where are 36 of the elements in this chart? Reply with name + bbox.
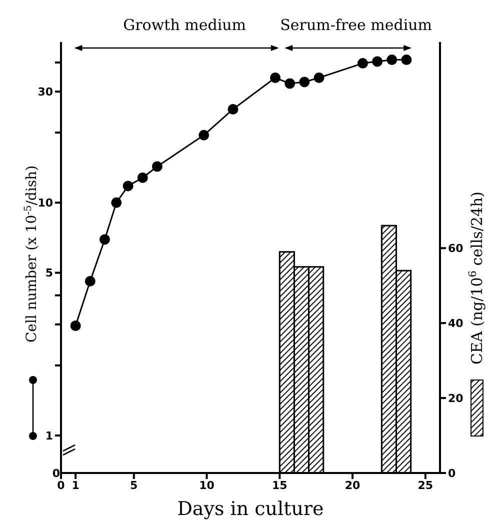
point xyxy=(152,161,162,172)
point xyxy=(70,320,81,332)
point xyxy=(284,78,296,89)
y-tick-label: 5 xyxy=(45,266,53,280)
point xyxy=(122,180,134,192)
point xyxy=(198,130,210,140)
point xyxy=(84,276,96,286)
point xyxy=(111,197,122,208)
y2-tick-label: 60 xyxy=(448,242,464,256)
y-tick-label: 1 xyxy=(45,429,53,442)
x-tick-label: 5 xyxy=(130,478,138,492)
text: Growth medium xyxy=(123,16,246,34)
y2-tick-label: 20 xyxy=(448,392,464,405)
y2-tick-label: 0 xyxy=(448,466,456,480)
text: Serum-free medium xyxy=(280,16,432,34)
point xyxy=(270,72,281,84)
point xyxy=(401,54,412,66)
x-tick-label: 10 xyxy=(199,478,215,492)
x-tick-label: 25 xyxy=(418,478,434,492)
point xyxy=(137,172,148,183)
point xyxy=(228,104,238,114)
x-tick-label: 20 xyxy=(344,478,361,492)
text: 0 xyxy=(52,467,60,480)
x-tick-label: 0 xyxy=(57,478,66,492)
x-tick-label: 15 xyxy=(272,478,288,492)
point xyxy=(99,234,110,245)
y-tick-label: 30 xyxy=(38,86,54,99)
point xyxy=(314,72,324,84)
x-axis-title: Days in culture xyxy=(177,498,324,520)
point xyxy=(372,56,383,67)
y2-tick-label: 40 xyxy=(448,316,464,330)
point xyxy=(386,54,398,66)
point xyxy=(299,76,310,88)
y-tick-label: 10 xyxy=(38,196,54,210)
point xyxy=(357,58,368,69)
x-tick-label: 1 xyxy=(72,478,80,492)
